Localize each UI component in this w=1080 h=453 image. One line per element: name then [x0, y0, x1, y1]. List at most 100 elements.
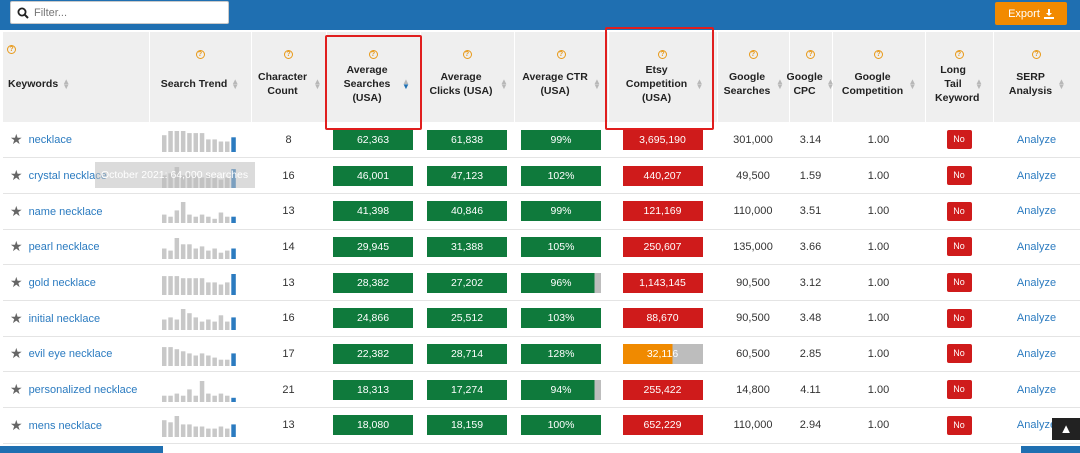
analyze-link[interactable]: Analyze [1016, 347, 1057, 360]
char-count-cell: 8 [251, 122, 326, 159]
ctr-cell: 96% [514, 264, 608, 301]
keyword-link[interactable]: initial necklace [28, 312, 101, 325]
help-icon[interactable]: ? [926, 46, 993, 60]
help-icon[interactable]: ? [790, 46, 832, 60]
trend-sparkline[interactable] [162, 271, 238, 295]
star-icon[interactable]: ★ [10, 131, 23, 148]
analyze-link[interactable]: Analyze [1016, 276, 1057, 289]
column-header-1[interactable]: ? Search Trend ▲ ▼ [149, 32, 252, 122]
filter-input[interactable] [34, 6, 224, 19]
column-header-10[interactable]: ? Long Tail Keyword ▲ ▼ [925, 32, 994, 122]
keyword-link[interactable]: personalized necklace [28, 384, 138, 397]
etsy-competition-value: 88,670 [622, 308, 703, 329]
column-header-2[interactable]: ? Character Count ▲ ▼ [251, 32, 327, 122]
help-icon[interactable]: ? [994, 46, 1080, 60]
help-icon[interactable]: ? [150, 46, 251, 60]
column-header-5[interactable]: ? Average CTR (USA) ▲ ▼ [514, 32, 609, 122]
column-header-0[interactable]: ? Keywords ▲ ▼ [3, 32, 150, 122]
avg-clicks-cell: 25,512 [420, 300, 514, 337]
sort-desc-icon[interactable]: ▲ ▼ [402, 77, 410, 91]
analyze-link[interactable]: Analyze [1016, 383, 1057, 396]
star-icon[interactable]: ★ [10, 309, 23, 326]
analyze-link[interactable]: Analyze [1016, 419, 1057, 432]
analyze-link[interactable]: Analyze [1016, 312, 1057, 325]
keyword-link[interactable]: crystal necklace [28, 170, 107, 183]
keyword-link[interactable]: mens necklace [28, 419, 102, 432]
trend-sparkline[interactable] [162, 413, 238, 438]
sort-icon[interactable]: ▲ ▼ [593, 77, 601, 91]
trend-sparkline[interactable] [162, 306, 238, 331]
analyze-link[interactable]: Analyze [1016, 133, 1057, 146]
sort-icon[interactable]: ▲ ▼ [62, 77, 71, 91]
star-icon[interactable]: ★ [10, 345, 23, 362]
sort-icon[interactable]: ▲ ▼ [975, 77, 983, 91]
column-header-label: SERP Analysis [1008, 71, 1053, 97]
trend-sparkline[interactable] [162, 378, 238, 402]
star-icon[interactable]: ★ [10, 416, 23, 433]
sort-icon[interactable]: ▲ ▼ [500, 77, 508, 91]
help-icon[interactable]: ? [252, 46, 326, 60]
trend-bar [212, 281, 217, 295]
star-icon[interactable]: ★ [10, 202, 23, 219]
column-header-11[interactable]: ? SERP Analysis ▲ ▼ [993, 32, 1080, 122]
ctr-cell: 103% [514, 300, 608, 337]
keyword-link[interactable]: evil eye necklace [28, 348, 113, 361]
analyze-link[interactable]: Analyze [1016, 240, 1057, 253]
help-icon[interactable]: ? [609, 46, 717, 60]
scrollbar[interactable] [0, 446, 163, 453]
trend-sparkline[interactable] [162, 235, 238, 259]
keyword-link[interactable]: gold necklace [28, 277, 96, 290]
help-icon[interactable]: ? [327, 46, 420, 60]
help-icon[interactable]: ? [7, 41, 149, 55]
pagination-strip [1021, 446, 1080, 453]
etsy-competition-cell: 255,422 [608, 371, 717, 408]
serp-cell: Analyze [993, 300, 1080, 337]
long-tail-cell: No [925, 407, 993, 444]
trend-sparkline[interactable] [162, 342, 238, 366]
help-icon[interactable]: ? [833, 46, 925, 60]
trend-sparkline[interactable] [162, 128, 238, 152]
keyword-link[interactable]: necklace [28, 134, 72, 147]
sort-icon[interactable]: ▲ ▼ [313, 77, 322, 91]
sort-icon[interactable]: ▲ ▼ [908, 77, 917, 91]
scroll-to-top-button[interactable]: ▲ [1052, 418, 1080, 440]
etsy-competition-value: 121,169 [622, 201, 703, 222]
column-header-9[interactable]: ? Google Competition ▲ ▼ [832, 32, 926, 122]
trend-bar [218, 252, 224, 259]
star-icon[interactable]: ★ [10, 274, 23, 291]
column-header-3[interactable]: ? Average Searches (USA) ▲ ▼ [326, 32, 421, 122]
column-header-6[interactable]: ? Etsy Competition (USA) ▲ ▼ [608, 32, 718, 122]
help-icon[interactable]: ? [718, 46, 789, 60]
help-icon[interactable]: ? [515, 46, 608, 60]
star-icon[interactable]: ★ [10, 381, 23, 398]
sort-icon[interactable]: ▲ ▼ [826, 77, 835, 91]
etsy-competition-value: 32,116 [622, 343, 703, 364]
sort-icon[interactable]: ▲ ▼ [695, 77, 704, 91]
star-icon[interactable]: ★ [10, 167, 23, 184]
export-button[interactable]: Export [995, 2, 1067, 25]
trend-bar [218, 141, 224, 152]
trend-sparkline[interactable] [162, 199, 238, 224]
trend-bar [231, 273, 236, 295]
keyword-link[interactable]: name necklace [28, 205, 103, 218]
column-header-7[interactable]: ? Google Searches ▲ ▼ [717, 32, 790, 122]
star-icon[interactable]: ★ [10, 238, 23, 255]
analyze-link[interactable]: Analyze [1016, 169, 1057, 182]
help-icon[interactable]: ? [421, 46, 514, 60]
trend-bar [187, 214, 192, 224]
keyword-link[interactable]: pearl necklace [28, 241, 100, 254]
avg-clicks-value: 28,714 [427, 343, 507, 364]
column-header-4[interactable]: ? Average Clicks (USA) ▲ ▼ [420, 32, 515, 122]
ctr-cell: 105% [514, 229, 608, 266]
trend-bar [218, 426, 224, 438]
sort-icon[interactable]: ▲ ▼ [776, 77, 784, 91]
trend-bar [168, 250, 173, 259]
analyze-link[interactable]: Analyze [1016, 205, 1057, 218]
filter-field[interactable] [10, 1, 229, 24]
table-row: ★ name necklace 13 41,398 40,846 99% 121,169 11… [3, 193, 1080, 230]
sort-icon[interactable]: ▲ ▼ [231, 77, 240, 91]
column-header-label: Search Trend [160, 78, 228, 90]
sort-icon[interactable]: ▲ ▼ [1057, 77, 1066, 91]
column-header-8[interactable]: ? Google CPC ▲ ▼ [787, 32, 835, 122]
char-count-cell: 13 [251, 407, 326, 444]
